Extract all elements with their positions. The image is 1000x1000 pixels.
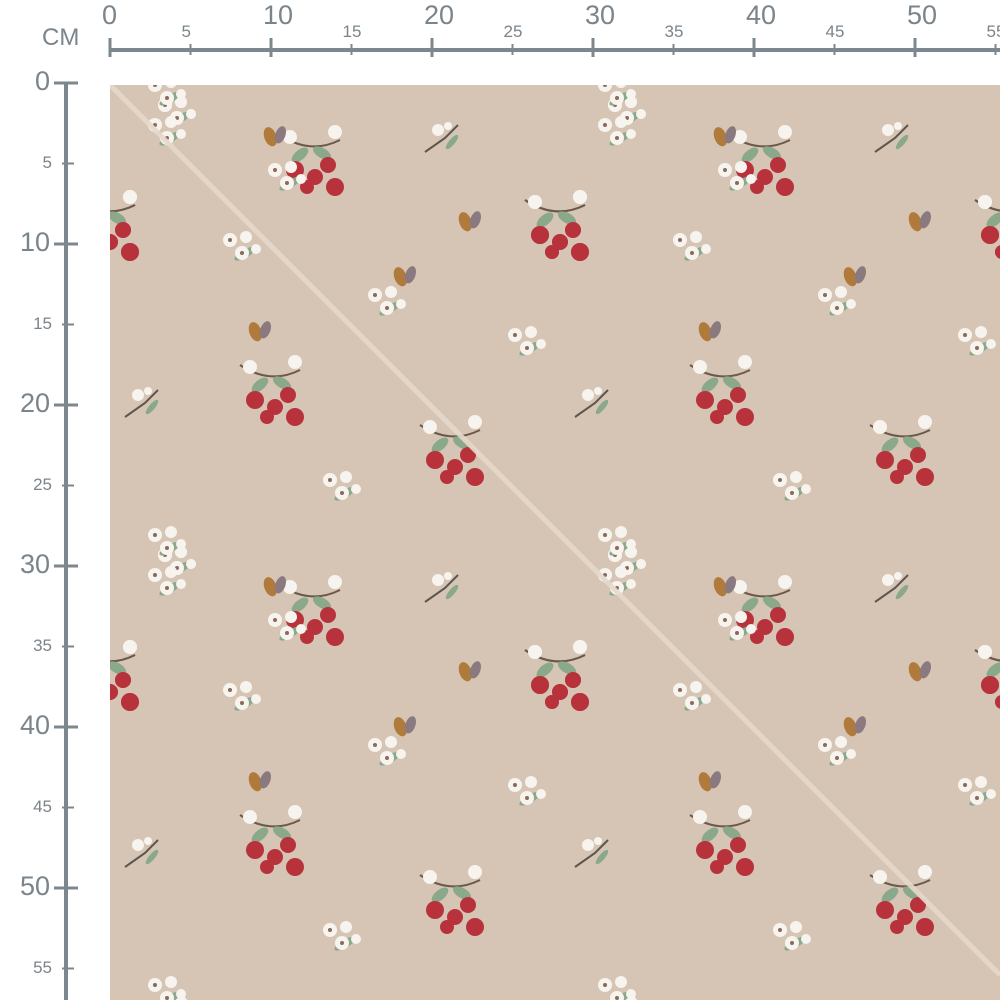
fabric-swatch (110, 85, 1000, 1000)
left-ruler-label: 45 (33, 796, 52, 816)
left-ruler-label: 30 (19, 549, 50, 579)
top-ruler-label: 35 (664, 22, 684, 41)
left-ruler-label: 50 (19, 871, 50, 901)
left-ruler-label: 15 (33, 313, 52, 333)
top-ruler-label: 45 (825, 22, 845, 41)
left-ruler-label: 35 (33, 635, 52, 655)
top-ruler-label: 25 (503, 22, 523, 41)
left-ruler-label: 5 (42, 152, 52, 172)
unit-label: CM (42, 24, 80, 51)
top-ruler-label: 30 (585, 0, 616, 30)
left-ruler-label: 10 (19, 227, 50, 257)
fold-line (110, 85, 1000, 977)
left-ruler-label: 25 (33, 474, 52, 494)
left-ruler-label: 0 (34, 66, 50, 96)
left-ruler-label: 55 (33, 957, 52, 977)
top-ruler-label: 5 (181, 22, 191, 41)
left-ruler-label: 20 (19, 388, 50, 418)
top-ruler-label: 0 (102, 0, 118, 30)
top-ruler-label: 40 (746, 0, 777, 30)
left-ruler-label: 40 (19, 710, 50, 740)
top-ruler-label: 10 (263, 0, 294, 30)
top-ruler-label: 50 (907, 0, 938, 30)
top-ruler-label: 55 (986, 22, 1000, 41)
top-ruler-label: 15 (342, 22, 362, 41)
top-ruler-label: 20 (424, 0, 455, 30)
